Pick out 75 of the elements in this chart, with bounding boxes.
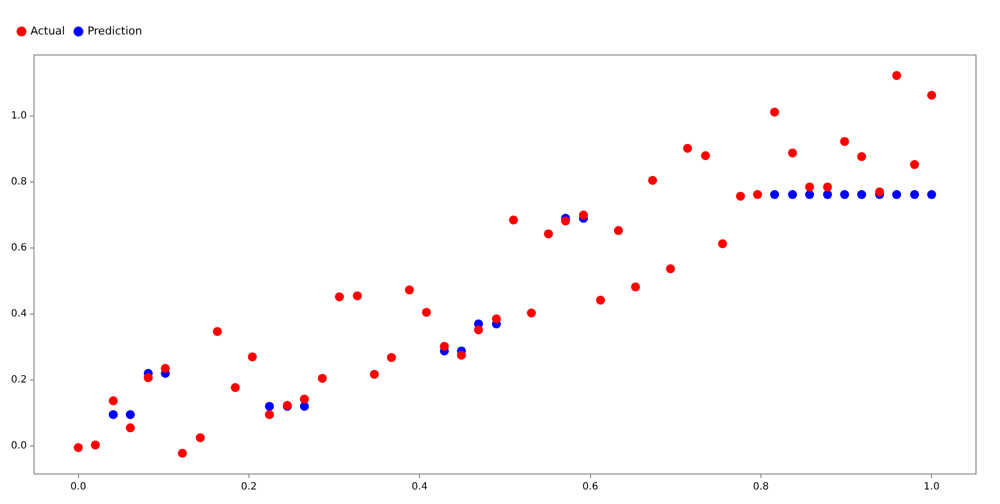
point — [770, 190, 780, 200]
point — [230, 383, 240, 392]
point — [718, 239, 728, 248]
point — [108, 396, 118, 406]
point — [805, 182, 814, 192]
point — [178, 448, 187, 458]
point — [927, 190, 936, 200]
point — [160, 364, 170, 373]
point — [910, 190, 920, 200]
point — [404, 285, 414, 294]
point — [788, 190, 798, 200]
point — [631, 282, 640, 292]
point — [910, 160, 920, 170]
point — [683, 144, 692, 153]
point — [857, 152, 866, 162]
point — [823, 182, 832, 192]
point — [440, 342, 449, 351]
point — [666, 264, 675, 274]
point — [578, 210, 588, 220]
y-tick-label: 1.0 — [10, 110, 27, 122]
point — [840, 136, 850, 146]
point — [875, 187, 884, 196]
y-tick-label: 0.2 — [10, 374, 27, 386]
point — [561, 216, 570, 226]
point — [264, 402, 274, 411]
point — [370, 370, 379, 379]
x-tick-label: 0.4 — [412, 482, 428, 493]
point — [456, 350, 466, 360]
point — [700, 151, 710, 160]
point — [90, 440, 100, 450]
point — [736, 192, 745, 201]
point — [753, 190, 762, 200]
point — [248, 352, 257, 362]
point — [805, 190, 814, 200]
point — [264, 410, 274, 420]
point — [770, 108, 780, 117]
x-tick-label: 0.0 — [70, 482, 86, 493]
point — [614, 226, 623, 236]
point — [840, 190, 850, 200]
point — [892, 190, 902, 200]
point — [144, 373, 153, 382]
point — [386, 353, 396, 362]
y-tick-label: 0.0 — [10, 440, 27, 452]
point — [823, 190, 832, 200]
point — [212, 326, 222, 336]
x-tick-label: 0.6 — [582, 482, 598, 493]
point — [927, 90, 936, 100]
x-tick-label: 0.8 — [753, 482, 769, 493]
point — [857, 190, 866, 200]
point — [334, 292, 344, 302]
point — [648, 176, 658, 185]
y-tick-label: 0.6 — [10, 242, 27, 254]
point — [300, 394, 309, 404]
point — [596, 296, 606, 305]
point — [474, 325, 483, 334]
point — [788, 148, 798, 158]
legend-label: Actual — [30, 24, 65, 38]
point — [196, 433, 205, 442]
point — [508, 215, 518, 224]
point — [526, 308, 536, 318]
x-tick-label: 1.0 — [924, 482, 940, 493]
point — [492, 314, 501, 324]
y-tick-label: 0.8 — [10, 176, 27, 188]
legend-label: Prediction — [87, 24, 142, 38]
point — [126, 423, 135, 432]
point — [544, 229, 553, 238]
point — [422, 308, 431, 317]
x-tick-label: 0.2 — [240, 482, 257, 493]
point — [318, 374, 327, 383]
point — [108, 410, 118, 420]
point — [352, 291, 362, 300]
y-tick-label: 0.4 — [10, 308, 27, 320]
point — [126, 410, 135, 420]
point — [892, 70, 902, 80]
point — [74, 443, 83, 452]
